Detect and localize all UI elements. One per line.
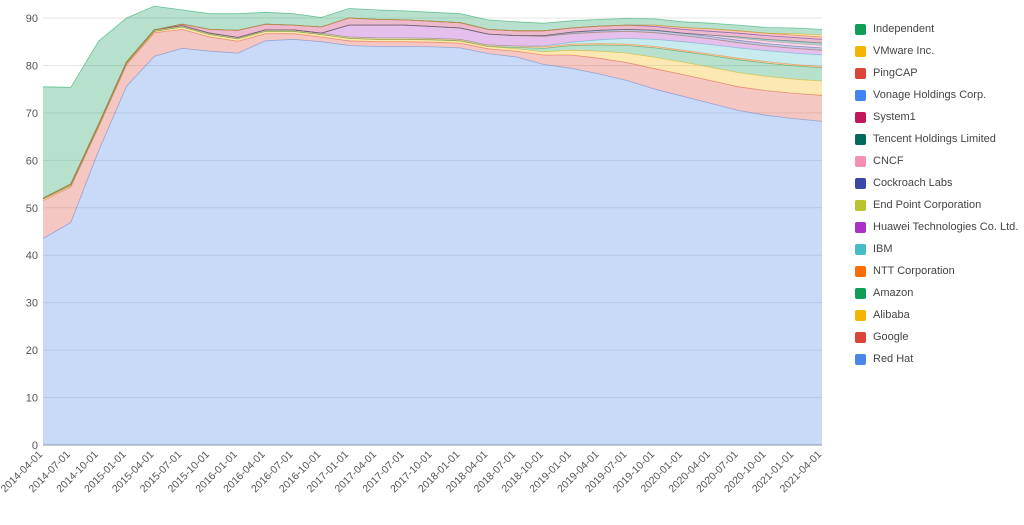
legend: Independent VMware Inc. PingCAP Vonage Hold… (855, 18, 1018, 370)
legend-label: PingCAP (873, 67, 918, 79)
legend-label: Google (873, 331, 909, 343)
legend-label: Huawei Technologies Co. Ltd. (873, 221, 1019, 233)
area-edge (42, 24, 823, 199)
legend-item-pingcap: PingCAP (855, 62, 1018, 84)
legend-swatch (855, 111, 866, 123)
legend-item-independent: Independent (855, 18, 1018, 40)
legend-label: Vonage Holdings Corp. (873, 89, 987, 101)
legend-swatch (855, 221, 866, 233)
area-edge (42, 38, 823, 239)
area-edge (42, 5, 823, 88)
legend-label: NTT Corporation (873, 265, 955, 277)
legend-swatch (855, 155, 866, 167)
legend-item-amazon: Amazon (855, 282, 1018, 304)
y-tick-label: 80 (26, 60, 38, 72)
y-tick-label: 60 (26, 155, 38, 167)
legend-item-alibaba: Alibaba (855, 304, 1018, 326)
legend-label: Red Hat (873, 353, 914, 365)
legend-item-ibm: IBM (855, 238, 1018, 260)
legend-swatch (855, 265, 866, 277)
legend-swatch (855, 243, 866, 255)
legend-label: End Point Corporation (873, 199, 982, 211)
legend-swatch (855, 309, 866, 321)
legend-item-ntt-corporation: NTT Corporation (855, 260, 1018, 282)
grid-layer (43, 17, 822, 446)
y-tick-label: 40 (26, 250, 38, 262)
area-edge (42, 28, 823, 202)
area-system1 (43, 18, 822, 199)
legend-item-vonage-holdings-corp: Vonage Holdings Corp. (855, 84, 1018, 106)
legend-swatch (855, 23, 866, 35)
area-cockroach-labs (43, 25, 822, 199)
legend-item-end-point-corporation: End Point Corporation (855, 194, 1018, 216)
legend-item-cockroach-labs: Cockroach Labs (855, 172, 1018, 194)
area-layer (42, 5, 823, 446)
legend-swatch (855, 199, 866, 211)
legend-label: Alibaba (873, 309, 910, 321)
legend-label: Cockroach Labs (873, 177, 953, 189)
legend-label: VMware Inc. (873, 45, 935, 57)
legend-item-huawei-technologies-co-ltd: Huawei Technologies Co. Ltd. (855, 216, 1018, 238)
area-edge (42, 26, 823, 200)
y-tick-label: 50 (26, 203, 38, 215)
legend-swatch (855, 67, 866, 79)
y-tick-label: 20 (26, 345, 38, 357)
legend-swatch (855, 89, 866, 101)
legend-label: Amazon (873, 287, 914, 299)
legend-item-vmware-inc: VMware Inc. (855, 40, 1018, 62)
y-tick-label: 10 (26, 393, 38, 405)
legend-item-google: Google (855, 326, 1018, 348)
legend-label: Tencent Holdings Limited (873, 133, 996, 145)
legend-label: IBM (873, 243, 893, 255)
legend-item-cncf: CNCF (855, 150, 1018, 172)
legend-label: Independent (873, 23, 935, 35)
legend-label: System1 (873, 111, 916, 123)
legend-swatch (855, 177, 866, 189)
area-red-hat (43, 39, 822, 446)
legend-swatch (855, 287, 866, 299)
y-tick-label: 0 (32, 440, 38, 452)
legend-item-red-hat: Red Hat (855, 348, 1018, 370)
legend-swatch (855, 331, 866, 343)
legend-swatch (855, 45, 866, 57)
legend-item-system1: System1 (855, 106, 1018, 128)
y-tick-label: 70 (26, 108, 38, 120)
area-independent (43, 6, 822, 199)
legend-swatch (855, 353, 866, 365)
area-edge (42, 17, 823, 199)
legend-swatch (855, 133, 866, 145)
legend-label: CNCF (873, 155, 904, 167)
y-tick-label: 90 (26, 13, 38, 25)
y-tick-label: 30 (26, 298, 38, 310)
legend-item-tencent-holdings-limited: Tencent Holdings Limited (855, 128, 1018, 150)
